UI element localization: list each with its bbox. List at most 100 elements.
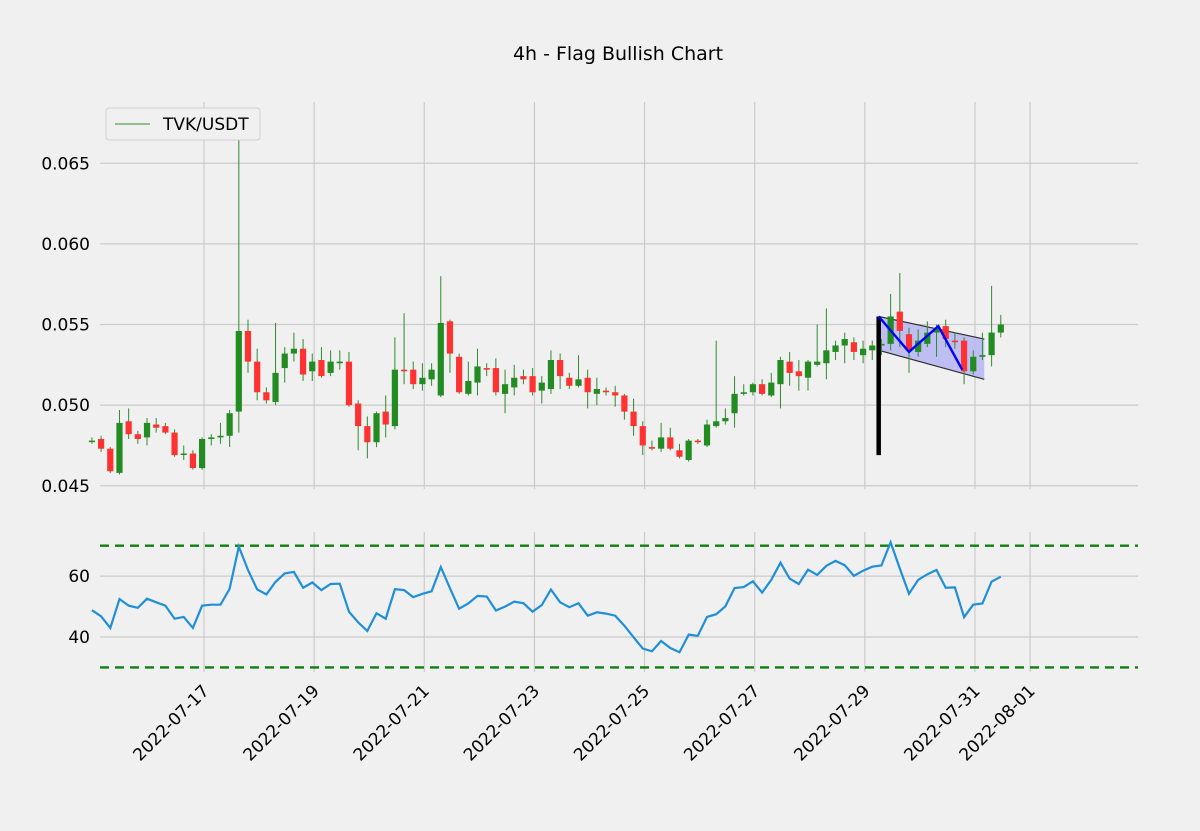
candle-body [749,384,757,393]
candle [125,408,132,440]
candle [988,285,995,367]
candle [373,411,380,448]
candle [942,319,949,348]
candle-body [244,330,252,362]
candle [630,398,637,436]
candle-body [391,369,398,427]
candle [299,339,307,381]
candle [869,340,876,360]
candle-body [850,342,858,352]
oscillator-panel: 40 60 [68,532,1138,672]
candle [758,379,766,396]
candle-body [593,389,600,394]
candle [143,418,151,446]
x-tick-label: 2022-07-29 [790,681,874,765]
candle [226,409,233,448]
candle-body [235,330,242,412]
flag-lower-line [878,349,985,380]
candle-body [823,350,830,364]
candle [777,356,784,409]
candle-body [355,403,362,427]
candle-body [143,422,151,438]
candle [896,272,903,348]
candle [263,387,270,404]
candle-body [997,324,1004,333]
legend-box [105,107,261,141]
candle [832,340,839,360]
candle [786,351,793,386]
candle [951,332,958,349]
candle [979,332,986,360]
candle-body [575,379,582,386]
oscillator-y-tick-label: 60 [68,567,90,587]
candle-body [208,437,215,440]
candle [437,276,444,398]
candle [557,353,564,390]
oscillator-y-tick-label: 40 [68,628,90,648]
oscillator-bounds [100,544,1138,669]
candle-body [988,332,995,356]
candle-body [841,339,848,346]
candle-body [915,340,922,352]
candle-body [557,360,564,377]
candle-body [410,369,417,385]
candle-body [731,393,738,414]
candle [658,422,665,452]
candle-body [290,348,297,354]
legend: TVK/USDT [105,107,261,141]
candle-body [437,322,444,396]
flag-upper-line [878,315,985,340]
candle-body [116,422,123,473]
candle-body [584,377,591,393]
legend-label: TVK/USDT [162,115,249,135]
candle [309,353,316,381]
candle [336,350,343,370]
candle-body [703,424,711,446]
candle [529,368,536,396]
candle-body [483,368,490,370]
candle-body [869,345,876,351]
candle [345,351,353,407]
candle [391,337,398,430]
candle-body [896,311,903,331]
flag-zigzag [877,315,964,371]
candle [492,358,499,396]
candle-body [685,440,692,460]
candle-body [814,361,821,365]
candle-body [511,377,518,388]
candle [235,114,242,433]
candle [180,445,187,460]
candle-body [272,372,279,402]
candle [584,369,591,409]
candle-body [630,411,637,427]
candle [731,376,738,428]
candle [465,361,472,396]
candle [804,360,812,391]
candle [153,418,160,433]
candle [648,440,656,451]
candle-body [465,380,472,394]
candle-body [382,411,389,425]
candle-body [373,413,380,443]
candle-body [602,390,610,393]
candle [272,322,279,406]
candle [244,319,252,373]
candle-body [107,448,114,472]
candle [483,363,490,377]
candle [400,313,408,385]
candle [88,437,96,444]
candle-body [336,361,343,364]
candle-body [951,340,958,343]
candle-body [134,434,141,440]
price-y-tick-label: 0.065 [41,154,90,174]
candle [612,385,619,407]
candle-body [226,413,233,436]
candle [254,348,261,401]
candle-body [309,361,316,372]
candle [217,422,224,444]
candle-body [327,361,334,373]
oscillator-line [91,539,1002,654]
candle [428,363,435,386]
price-y-tick-label: 0.045 [41,477,90,497]
